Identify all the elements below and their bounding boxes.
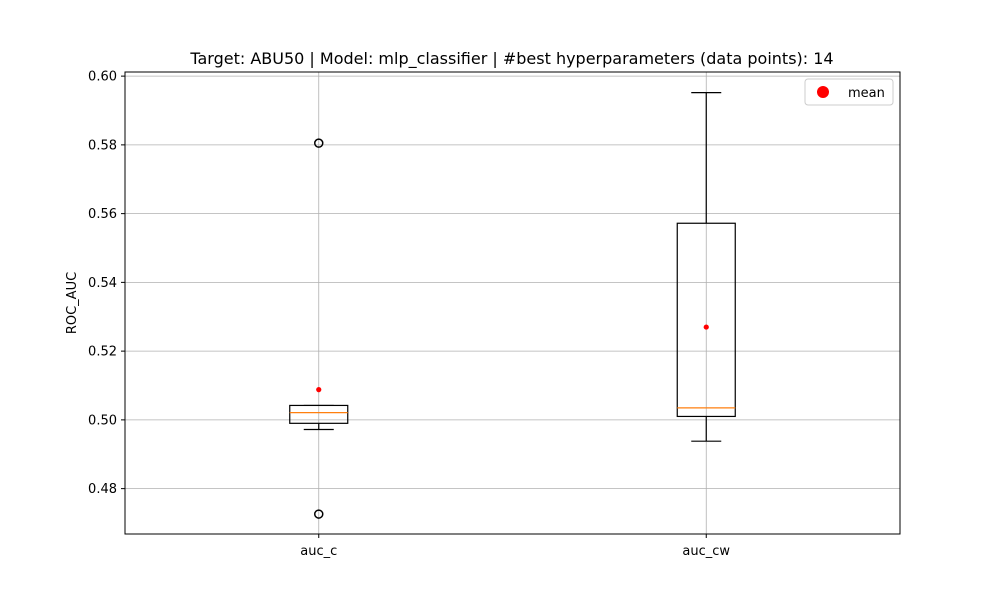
y-axis-label: ROC_AUC [65,272,80,334]
mean-point [703,324,709,330]
y-tick-label: 0.56 [88,207,117,222]
x-tick-label: auc_cw [682,544,730,559]
outlier-point [314,138,324,148]
legend-frame [804,78,894,106]
plot-area [124,71,901,535]
y-tick-label: 0.48 [88,482,117,497]
outlier-point [314,509,324,519]
box-plots [289,92,736,519]
mean-point [316,387,322,393]
x-axis: auc_c auc_cw [300,534,730,559]
legend-mean-marker [817,86,829,98]
legend: mean [804,78,894,106]
box-auc_cw [676,92,736,442]
y-tick-label: 0.54 [88,276,117,291]
y-tick-label: 0.60 [88,70,117,85]
y-tick-label: 0.58 [88,138,117,153]
x-tick-label: auc_c [300,544,337,559]
y-tick-label: 0.52 [88,345,117,360]
legend-entry-mean: mean [848,86,885,101]
box-body [289,404,349,424]
grid [125,72,900,534]
box-body [676,222,736,418]
y-tick-label: 0.50 [88,413,117,428]
chart-title: Target: ABU50 | Model: mlp_classifier | … [189,49,833,69]
y-axis: 0.48 0.50 0.52 0.54 0.56 0.58 0.60 [88,70,125,497]
box-auc_c [289,138,349,519]
